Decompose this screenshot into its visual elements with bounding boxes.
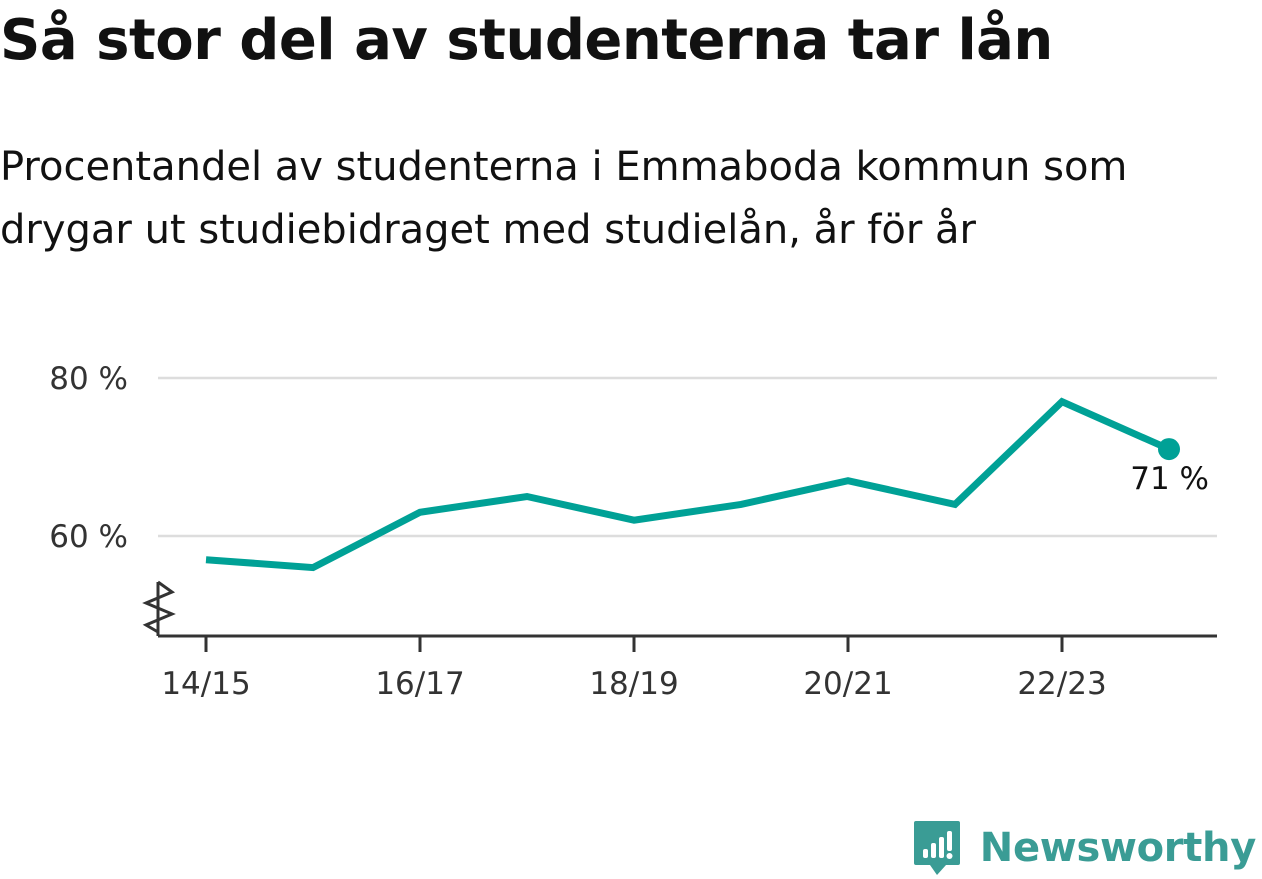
brand-name: Newsworthy xyxy=(979,825,1257,871)
x-tick-label: 14/15 xyxy=(161,666,250,702)
y-tick-label: 60 % xyxy=(49,519,128,555)
series xyxy=(205,397,1180,572)
end-value-label: 71 % xyxy=(1130,461,1209,497)
x-tick-label: 16/17 xyxy=(375,666,464,702)
last-data-point xyxy=(1158,438,1180,461)
gridlines xyxy=(158,376,1217,538)
bar-chart-speech-bubble-icon xyxy=(913,821,960,875)
axes xyxy=(142,580,1217,652)
labels: 60 % 80 % 14/15 16/17 18/19 20/21 22/23 71 % xyxy=(49,361,1209,702)
chart-title: Så stor del av studenterna tar lån xyxy=(0,8,1053,73)
x-tick-label: 22/23 xyxy=(1017,666,1106,702)
y-tick-label: 80 % xyxy=(49,361,128,397)
x-tick-label: 20/21 xyxy=(803,666,892,702)
series-line xyxy=(205,397,1171,572)
newsworthy-logo: Newsworthy xyxy=(912,819,1256,877)
x-tick-label: 18/19 xyxy=(589,666,678,702)
chart-subtitle: Procentandel av studenterna i Emmaboda k… xyxy=(0,144,1128,253)
axis-break-zigzag xyxy=(142,580,176,634)
